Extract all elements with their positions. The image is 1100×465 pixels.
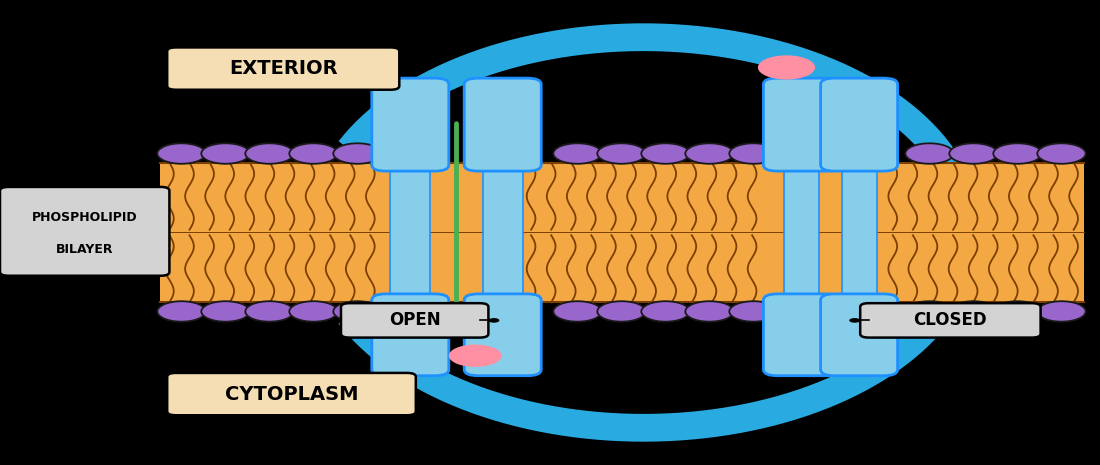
Circle shape	[905, 143, 954, 164]
Bar	[842, 163, 877, 302]
Circle shape	[685, 143, 734, 164]
Bar	[784, 163, 820, 302]
Circle shape	[949, 143, 998, 164]
Circle shape	[641, 301, 690, 322]
Circle shape	[993, 143, 1042, 164]
FancyBboxPatch shape	[341, 303, 488, 338]
FancyBboxPatch shape	[821, 294, 898, 376]
Circle shape	[993, 301, 1042, 322]
FancyBboxPatch shape	[372, 294, 449, 376]
Circle shape	[201, 143, 250, 164]
Circle shape	[333, 143, 382, 164]
Bar	[160, 163, 1084, 302]
Circle shape	[949, 301, 998, 322]
Circle shape	[488, 318, 499, 323]
FancyBboxPatch shape	[860, 303, 1041, 338]
FancyBboxPatch shape	[464, 294, 541, 376]
Circle shape	[553, 143, 602, 164]
Bar	[483, 163, 522, 302]
FancyBboxPatch shape	[372, 78, 449, 171]
Bar	[390, 163, 430, 302]
Text: BILAYER: BILAYER	[56, 243, 113, 256]
FancyBboxPatch shape	[167, 373, 416, 415]
Text: CYTOPLASM: CYTOPLASM	[224, 385, 359, 404]
Circle shape	[201, 301, 250, 322]
Text: CLOSED: CLOSED	[914, 312, 987, 329]
Circle shape	[289, 301, 338, 322]
Circle shape	[245, 301, 294, 322]
FancyBboxPatch shape	[464, 78, 541, 171]
Circle shape	[1037, 301, 1086, 322]
Circle shape	[245, 143, 294, 164]
Circle shape	[157, 301, 206, 322]
Circle shape	[1037, 143, 1086, 164]
Circle shape	[641, 143, 690, 164]
Text: EXTERIOR: EXTERIOR	[229, 59, 338, 78]
Circle shape	[597, 301, 646, 322]
FancyBboxPatch shape	[763, 78, 840, 171]
Circle shape	[597, 143, 646, 164]
Circle shape	[157, 143, 206, 164]
Circle shape	[449, 345, 502, 367]
FancyBboxPatch shape	[167, 47, 399, 90]
Circle shape	[729, 143, 778, 164]
Circle shape	[758, 55, 815, 80]
Circle shape	[333, 301, 382, 322]
Text: OPEN: OPEN	[389, 312, 440, 329]
Circle shape	[729, 301, 778, 322]
Circle shape	[905, 301, 954, 322]
Circle shape	[849, 318, 860, 323]
Circle shape	[685, 301, 734, 322]
FancyBboxPatch shape	[0, 187, 169, 276]
Circle shape	[553, 301, 602, 322]
Text: PHOSPHOLIPID: PHOSPHOLIPID	[32, 211, 138, 224]
FancyBboxPatch shape	[763, 294, 840, 376]
Circle shape	[289, 143, 338, 164]
FancyBboxPatch shape	[821, 78, 898, 171]
